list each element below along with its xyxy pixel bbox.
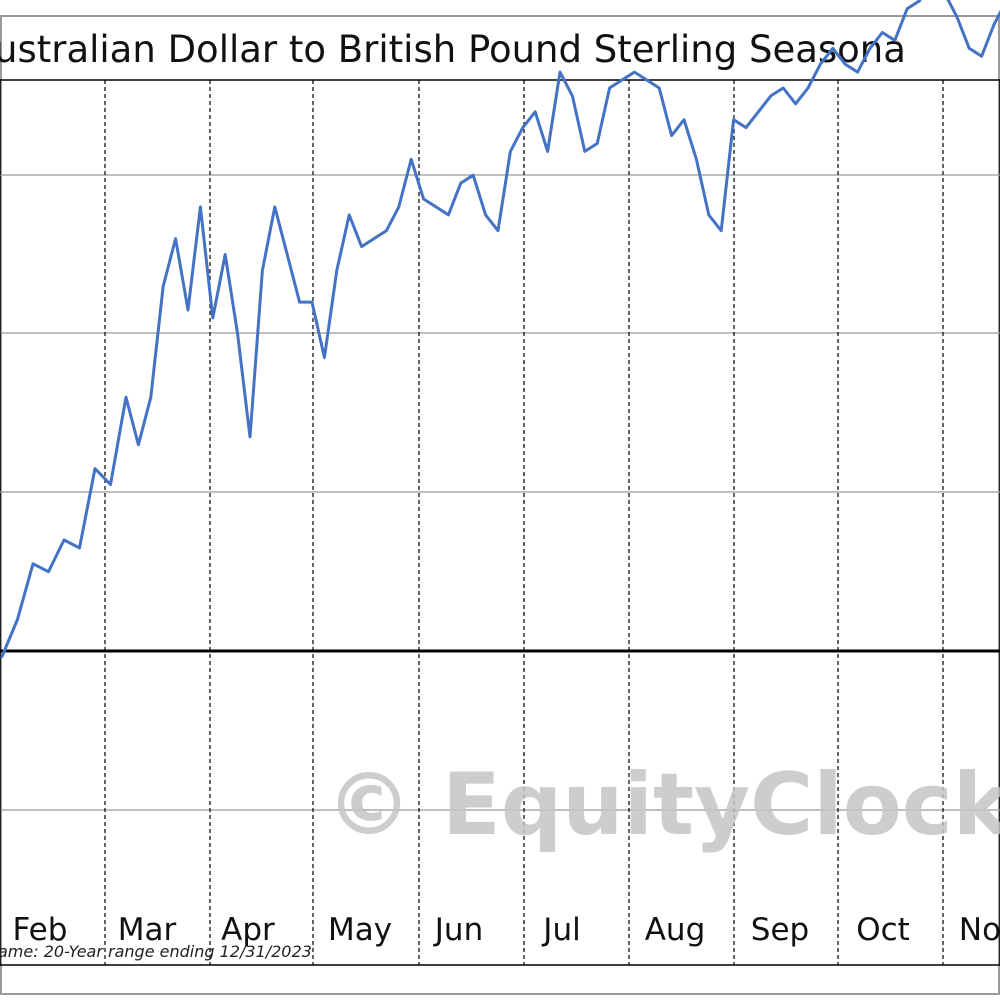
month-label-feb: Feb bbox=[13, 912, 68, 948]
x-axis-month-labels: Feb Mar Apr May Jun Jul Aug Sep Oct No bbox=[13, 912, 1000, 948]
month-label-jun: Jun bbox=[433, 912, 483, 948]
watermark: © EquityClock.co bbox=[326, 755, 1000, 855]
month-label-aug: Aug bbox=[645, 912, 706, 948]
month-label-mar: Mar bbox=[118, 912, 177, 948]
month-label-oct: Oct bbox=[856, 912, 910, 948]
chart-title: ustralian Dollar to British Pound Sterli… bbox=[0, 28, 906, 71]
month-label-sep: Sep bbox=[751, 912, 809, 948]
month-label-apr: Apr bbox=[221, 912, 275, 948]
month-label-may: May bbox=[328, 912, 392, 948]
horizontal-gridlines bbox=[0, 174, 1000, 811]
seasonal-series-line bbox=[0, 0, 1000, 659]
vertical-gridlines bbox=[0, 80, 944, 965]
plot-area bbox=[0, 79, 1000, 966]
timeframe-note: ame: 20-Year range ending 12/31/2023 bbox=[0, 942, 312, 961]
month-label-jul: Jul bbox=[541, 912, 580, 948]
chart-border bbox=[0, 15, 1000, 995]
month-label-no: No bbox=[959, 912, 1000, 948]
